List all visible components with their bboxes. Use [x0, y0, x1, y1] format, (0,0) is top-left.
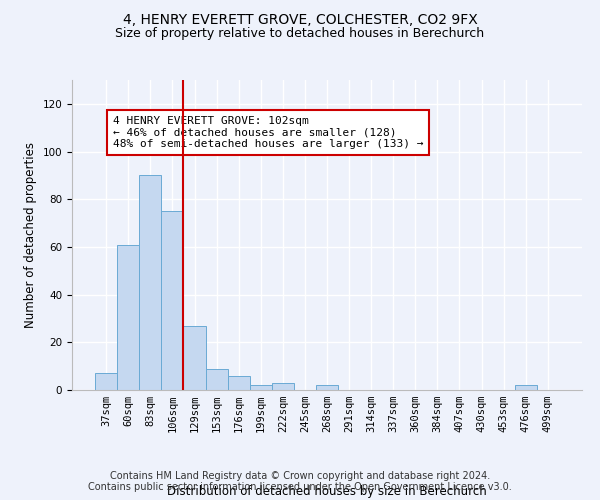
Bar	[139, 176, 161, 390]
Bar	[206, 368, 227, 390]
Bar	[117, 244, 139, 390]
Bar	[515, 385, 537, 390]
Text: Contains HM Land Registry data © Crown copyright and database right 2024.
Contai: Contains HM Land Registry data © Crown c…	[88, 471, 512, 492]
Bar	[227, 376, 250, 390]
Bar	[95, 374, 117, 390]
Bar	[250, 385, 272, 390]
Y-axis label: Number of detached properties: Number of detached properties	[24, 142, 37, 328]
Text: 4 HENRY EVERETT GROVE: 102sqm
← 46% of detached houses are smaller (128)
48% of : 4 HENRY EVERETT GROVE: 102sqm ← 46% of d…	[113, 116, 424, 149]
Text: 4, HENRY EVERETT GROVE, COLCHESTER, CO2 9FX: 4, HENRY EVERETT GROVE, COLCHESTER, CO2 …	[122, 12, 478, 26]
Bar	[184, 326, 206, 390]
Bar	[272, 383, 294, 390]
X-axis label: Distribution of detached houses by size in Berechurch: Distribution of detached houses by size …	[167, 485, 487, 498]
Bar	[316, 385, 338, 390]
Bar	[161, 211, 184, 390]
Text: Size of property relative to detached houses in Berechurch: Size of property relative to detached ho…	[115, 28, 485, 40]
